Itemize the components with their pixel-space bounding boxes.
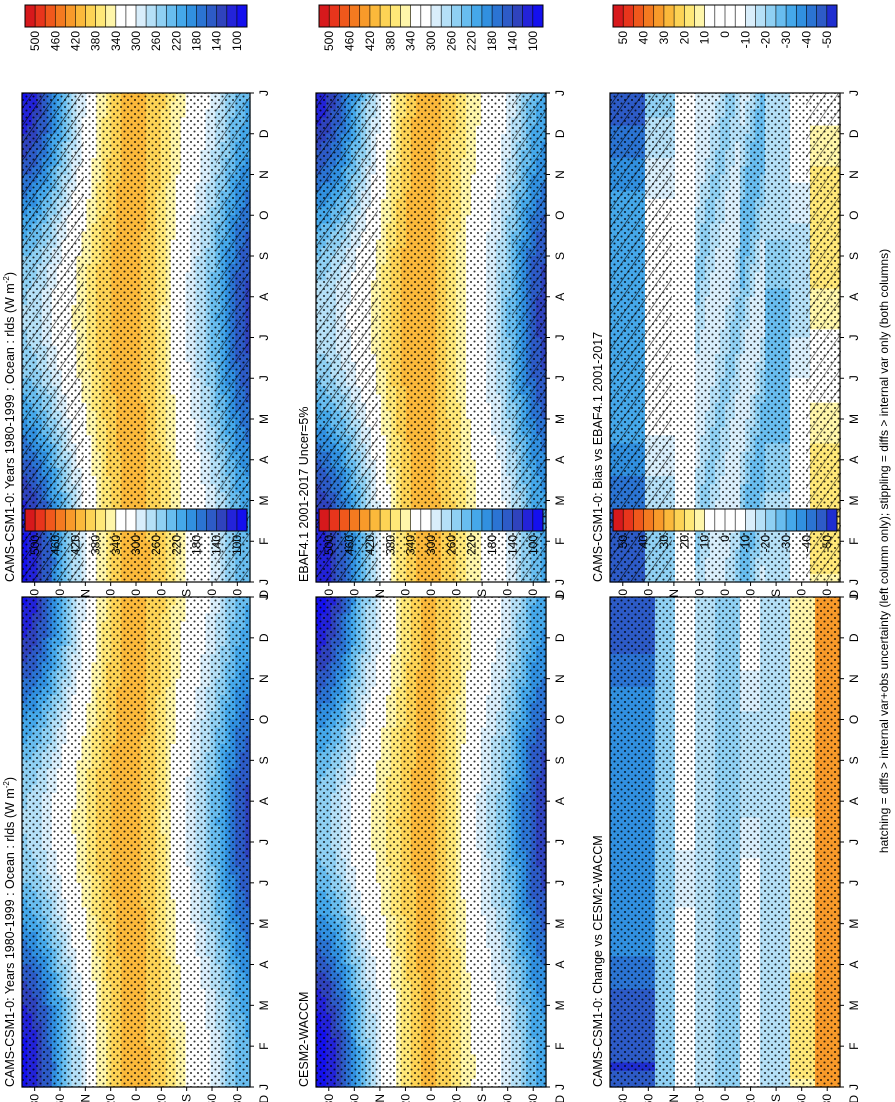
colorbar-swatch	[226, 5, 238, 27]
month-tick-label: O	[257, 211, 271, 220]
month-tick-label: F	[257, 538, 271, 545]
colorbar-swatch	[55, 5, 66, 27]
hatching-overlay	[22, 93, 250, 582]
colorbar-label: 380	[89, 31, 103, 51]
month-tick-label: J	[257, 335, 271, 341]
colorbar-swatch	[25, 5, 36, 27]
lat-tick-label: 0	[129, 589, 143, 596]
colorbar-swatch	[156, 5, 167, 27]
colorbar-swatch	[115, 5, 127, 27]
colorbar-swatch	[166, 5, 177, 27]
month-tick-label: N	[257, 170, 271, 179]
colorbar-label: 100	[230, 31, 244, 51]
colorbar-swatch	[105, 5, 117, 27]
colorbar-label: 140	[210, 31, 224, 51]
colorbar-swatch	[95, 5, 107, 27]
month-tick-label: J	[257, 375, 271, 381]
colorbar-swatch	[146, 5, 157, 27]
month-tick-label: D	[257, 129, 271, 138]
month-tick-label: A	[257, 456, 271, 464]
colorbar-label: 340	[109, 31, 123, 51]
panel-model-right: CAMS-CSM1-0: Years 1980-1999 : Ocean : r…	[2, 508, 271, 1102]
colorbar-swatch	[85, 5, 97, 27]
month-tick-label: M	[257, 414, 271, 424]
panels: CAMS-CSM1-0: Years 1980-1999 : Ocean : r…	[2, 4, 861, 1102]
month-tick-label: D	[257, 590, 271, 599]
month-tick-label: J	[257, 579, 271, 585]
colorbar-label: 180	[190, 31, 204, 51]
colorbar-swatch	[35, 5, 46, 27]
colorbar-swatch	[206, 5, 218, 27]
month-tick-label: M	[257, 496, 271, 506]
panel-title: CAMS-CSM1-0: Years 1980-1999 : Ocean : r…	[2, 272, 17, 582]
colorbar-swatch	[125, 5, 137, 27]
month-tick-label: S	[257, 252, 271, 260]
colorbar-swatch	[186, 5, 197, 27]
colorbar-label: 500	[28, 31, 42, 51]
colorbar-label: 260	[149, 31, 163, 51]
colorbar-swatch	[75, 5, 86, 27]
month-tick-label: J	[257, 90, 271, 96]
month-tick-label: A	[257, 293, 271, 301]
colorbar: 500 460 420 380 340 300 260 220 180 140 100	[24, 4, 248, 51]
colorbar-swatch	[136, 5, 147, 27]
colorbar-label: 460	[48, 31, 62, 51]
colorbar-swatch	[236, 5, 248, 27]
colorbar-swatch	[216, 5, 228, 27]
colorbar-label: 300	[129, 31, 143, 51]
colorbar-label: 420	[68, 31, 82, 51]
colorbar-swatch	[196, 5, 208, 27]
colorbar-label: 220	[169, 31, 183, 51]
colorbar-swatch	[45, 5, 56, 27]
colorbar-swatch	[65, 5, 76, 27]
colorbar-swatch	[176, 5, 187, 27]
